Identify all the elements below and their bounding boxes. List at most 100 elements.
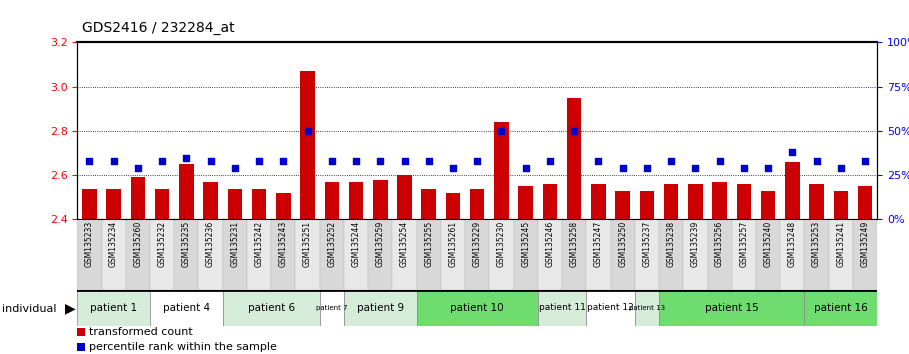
Bar <box>397 175 412 219</box>
Bar <box>713 182 727 219</box>
Bar <box>204 182 218 219</box>
Bar <box>659 290 804 326</box>
Bar <box>538 290 586 326</box>
Point <box>543 158 557 164</box>
Text: GSM135240: GSM135240 <box>764 221 773 267</box>
Text: patient 16: patient 16 <box>814 303 868 313</box>
Text: GSM135250: GSM135250 <box>618 221 627 267</box>
Point <box>276 158 291 164</box>
Bar <box>659 219 684 290</box>
Text: GSM135236: GSM135236 <box>206 221 215 267</box>
Bar <box>732 219 756 290</box>
Text: patient 9: patient 9 <box>356 303 404 313</box>
Bar <box>223 290 320 326</box>
Point <box>761 165 775 171</box>
Point <box>204 158 218 164</box>
Bar <box>393 219 416 290</box>
Bar <box>416 219 441 290</box>
Text: GSM135245: GSM135245 <box>521 221 530 267</box>
Bar <box>344 219 368 290</box>
Bar <box>82 188 96 219</box>
Text: individual: individual <box>2 304 56 314</box>
Bar <box>102 219 125 290</box>
Point <box>227 165 242 171</box>
Bar <box>349 182 364 219</box>
Point <box>252 158 266 164</box>
Text: GSM135237: GSM135237 <box>643 221 652 267</box>
Text: patient 4: patient 4 <box>163 303 210 313</box>
Text: GSM135255: GSM135255 <box>425 221 434 267</box>
Bar <box>809 184 824 219</box>
Bar <box>227 188 242 219</box>
Text: GSM135244: GSM135244 <box>352 221 361 267</box>
Text: GSM135239: GSM135239 <box>691 221 700 267</box>
Bar <box>223 219 247 290</box>
Text: GSM135238: GSM135238 <box>666 221 675 267</box>
Bar <box>761 191 775 219</box>
Text: GSM135233: GSM135233 <box>85 221 94 267</box>
Point <box>834 165 848 171</box>
Text: GSM135231: GSM135231 <box>230 221 239 267</box>
Point <box>518 165 533 171</box>
Bar <box>664 184 678 219</box>
Point <box>325 158 339 164</box>
Bar <box>416 290 538 326</box>
Bar <box>445 193 460 219</box>
Point <box>640 165 654 171</box>
Text: GSM135230: GSM135230 <box>497 221 506 267</box>
Bar <box>853 219 877 290</box>
Text: GSM135251: GSM135251 <box>303 221 312 267</box>
Text: ▶: ▶ <box>65 302 76 316</box>
Bar <box>465 219 489 290</box>
Point <box>809 158 824 164</box>
Bar <box>514 219 538 290</box>
Text: GSM135235: GSM135235 <box>182 221 191 267</box>
Point <box>82 158 96 164</box>
Point <box>131 165 145 171</box>
Point <box>591 158 605 164</box>
Text: GSM135229: GSM135229 <box>473 221 482 267</box>
Bar <box>834 191 848 219</box>
Bar <box>591 184 605 219</box>
Point <box>785 149 800 155</box>
Text: patient 6: patient 6 <box>247 303 295 313</box>
Bar <box>611 219 634 290</box>
Bar <box>77 343 85 351</box>
Bar <box>320 219 344 290</box>
Text: GSM135247: GSM135247 <box>594 221 603 267</box>
Point <box>445 165 460 171</box>
Point <box>688 165 703 171</box>
Bar <box>543 184 557 219</box>
Point <box>736 165 751 171</box>
Bar <box>320 290 344 326</box>
Text: GSM135261: GSM135261 <box>448 221 457 267</box>
Text: GSM135259: GSM135259 <box>375 221 385 267</box>
Bar <box>295 219 320 290</box>
Point <box>422 158 436 164</box>
Point <box>470 158 484 164</box>
Text: GSM135256: GSM135256 <box>715 221 724 267</box>
Text: GSM135232: GSM135232 <box>157 221 166 267</box>
Bar <box>300 71 315 219</box>
Text: GSM135242: GSM135242 <box>255 221 264 267</box>
Bar <box>150 290 223 326</box>
Text: GSM135249: GSM135249 <box>861 221 870 267</box>
Bar <box>470 188 484 219</box>
Bar <box>756 219 780 290</box>
Text: GSM135248: GSM135248 <box>788 221 797 267</box>
Text: GSM135252: GSM135252 <box>327 221 336 267</box>
Bar <box>125 219 150 290</box>
Bar <box>684 219 707 290</box>
Bar <box>131 177 145 219</box>
Bar <box>344 290 416 326</box>
Text: GSM135246: GSM135246 <box>545 221 554 267</box>
Bar <box>804 290 877 326</box>
Bar <box>586 219 611 290</box>
Point <box>567 128 582 134</box>
Bar <box>634 290 659 326</box>
Point <box>179 155 194 160</box>
Bar <box>640 191 654 219</box>
Point <box>373 158 387 164</box>
Bar <box>77 328 85 336</box>
Bar <box>567 98 582 219</box>
